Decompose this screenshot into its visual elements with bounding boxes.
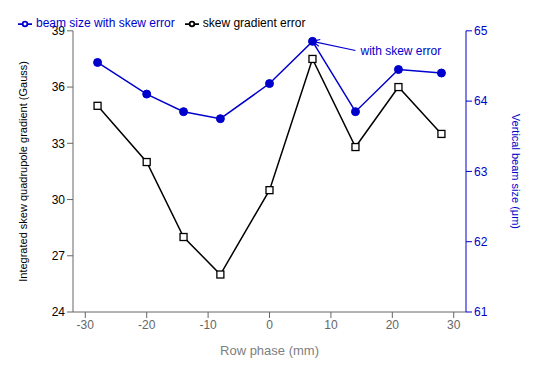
svg-text:61: 61 [474, 305, 488, 319]
svg-text:63: 63 [474, 165, 488, 179]
svg-text:39: 39 [52, 24, 66, 38]
svg-text:Vertical beam size (μm): Vertical beam size (μm) [510, 114, 522, 229]
svg-text:-10: -10 [199, 318, 217, 332]
svg-text:30: 30 [447, 318, 461, 332]
svg-text:65: 65 [474, 24, 488, 38]
svg-text:0: 0 [266, 318, 273, 332]
svg-text:33: 33 [52, 137, 66, 151]
svg-text:Row phase (mm): Row phase (mm) [220, 343, 319, 358]
svg-text:with skew error: with skew error [359, 44, 441, 58]
svg-text:20: 20 [386, 318, 400, 332]
svg-text:10: 10 [324, 318, 338, 332]
svg-text:-20: -20 [138, 318, 156, 332]
svg-text:64: 64 [474, 94, 488, 108]
svg-text:62: 62 [474, 235, 488, 249]
svg-text:24: 24 [52, 305, 66, 319]
svg-text:30: 30 [52, 193, 66, 207]
svg-text:36: 36 [52, 80, 66, 94]
svg-text:-30: -30 [77, 318, 95, 332]
svg-text:27: 27 [52, 249, 66, 263]
svg-text:Integrated skew quadrupole gra: Integrated skew quadrupole gradient (Gau… [17, 61, 29, 282]
